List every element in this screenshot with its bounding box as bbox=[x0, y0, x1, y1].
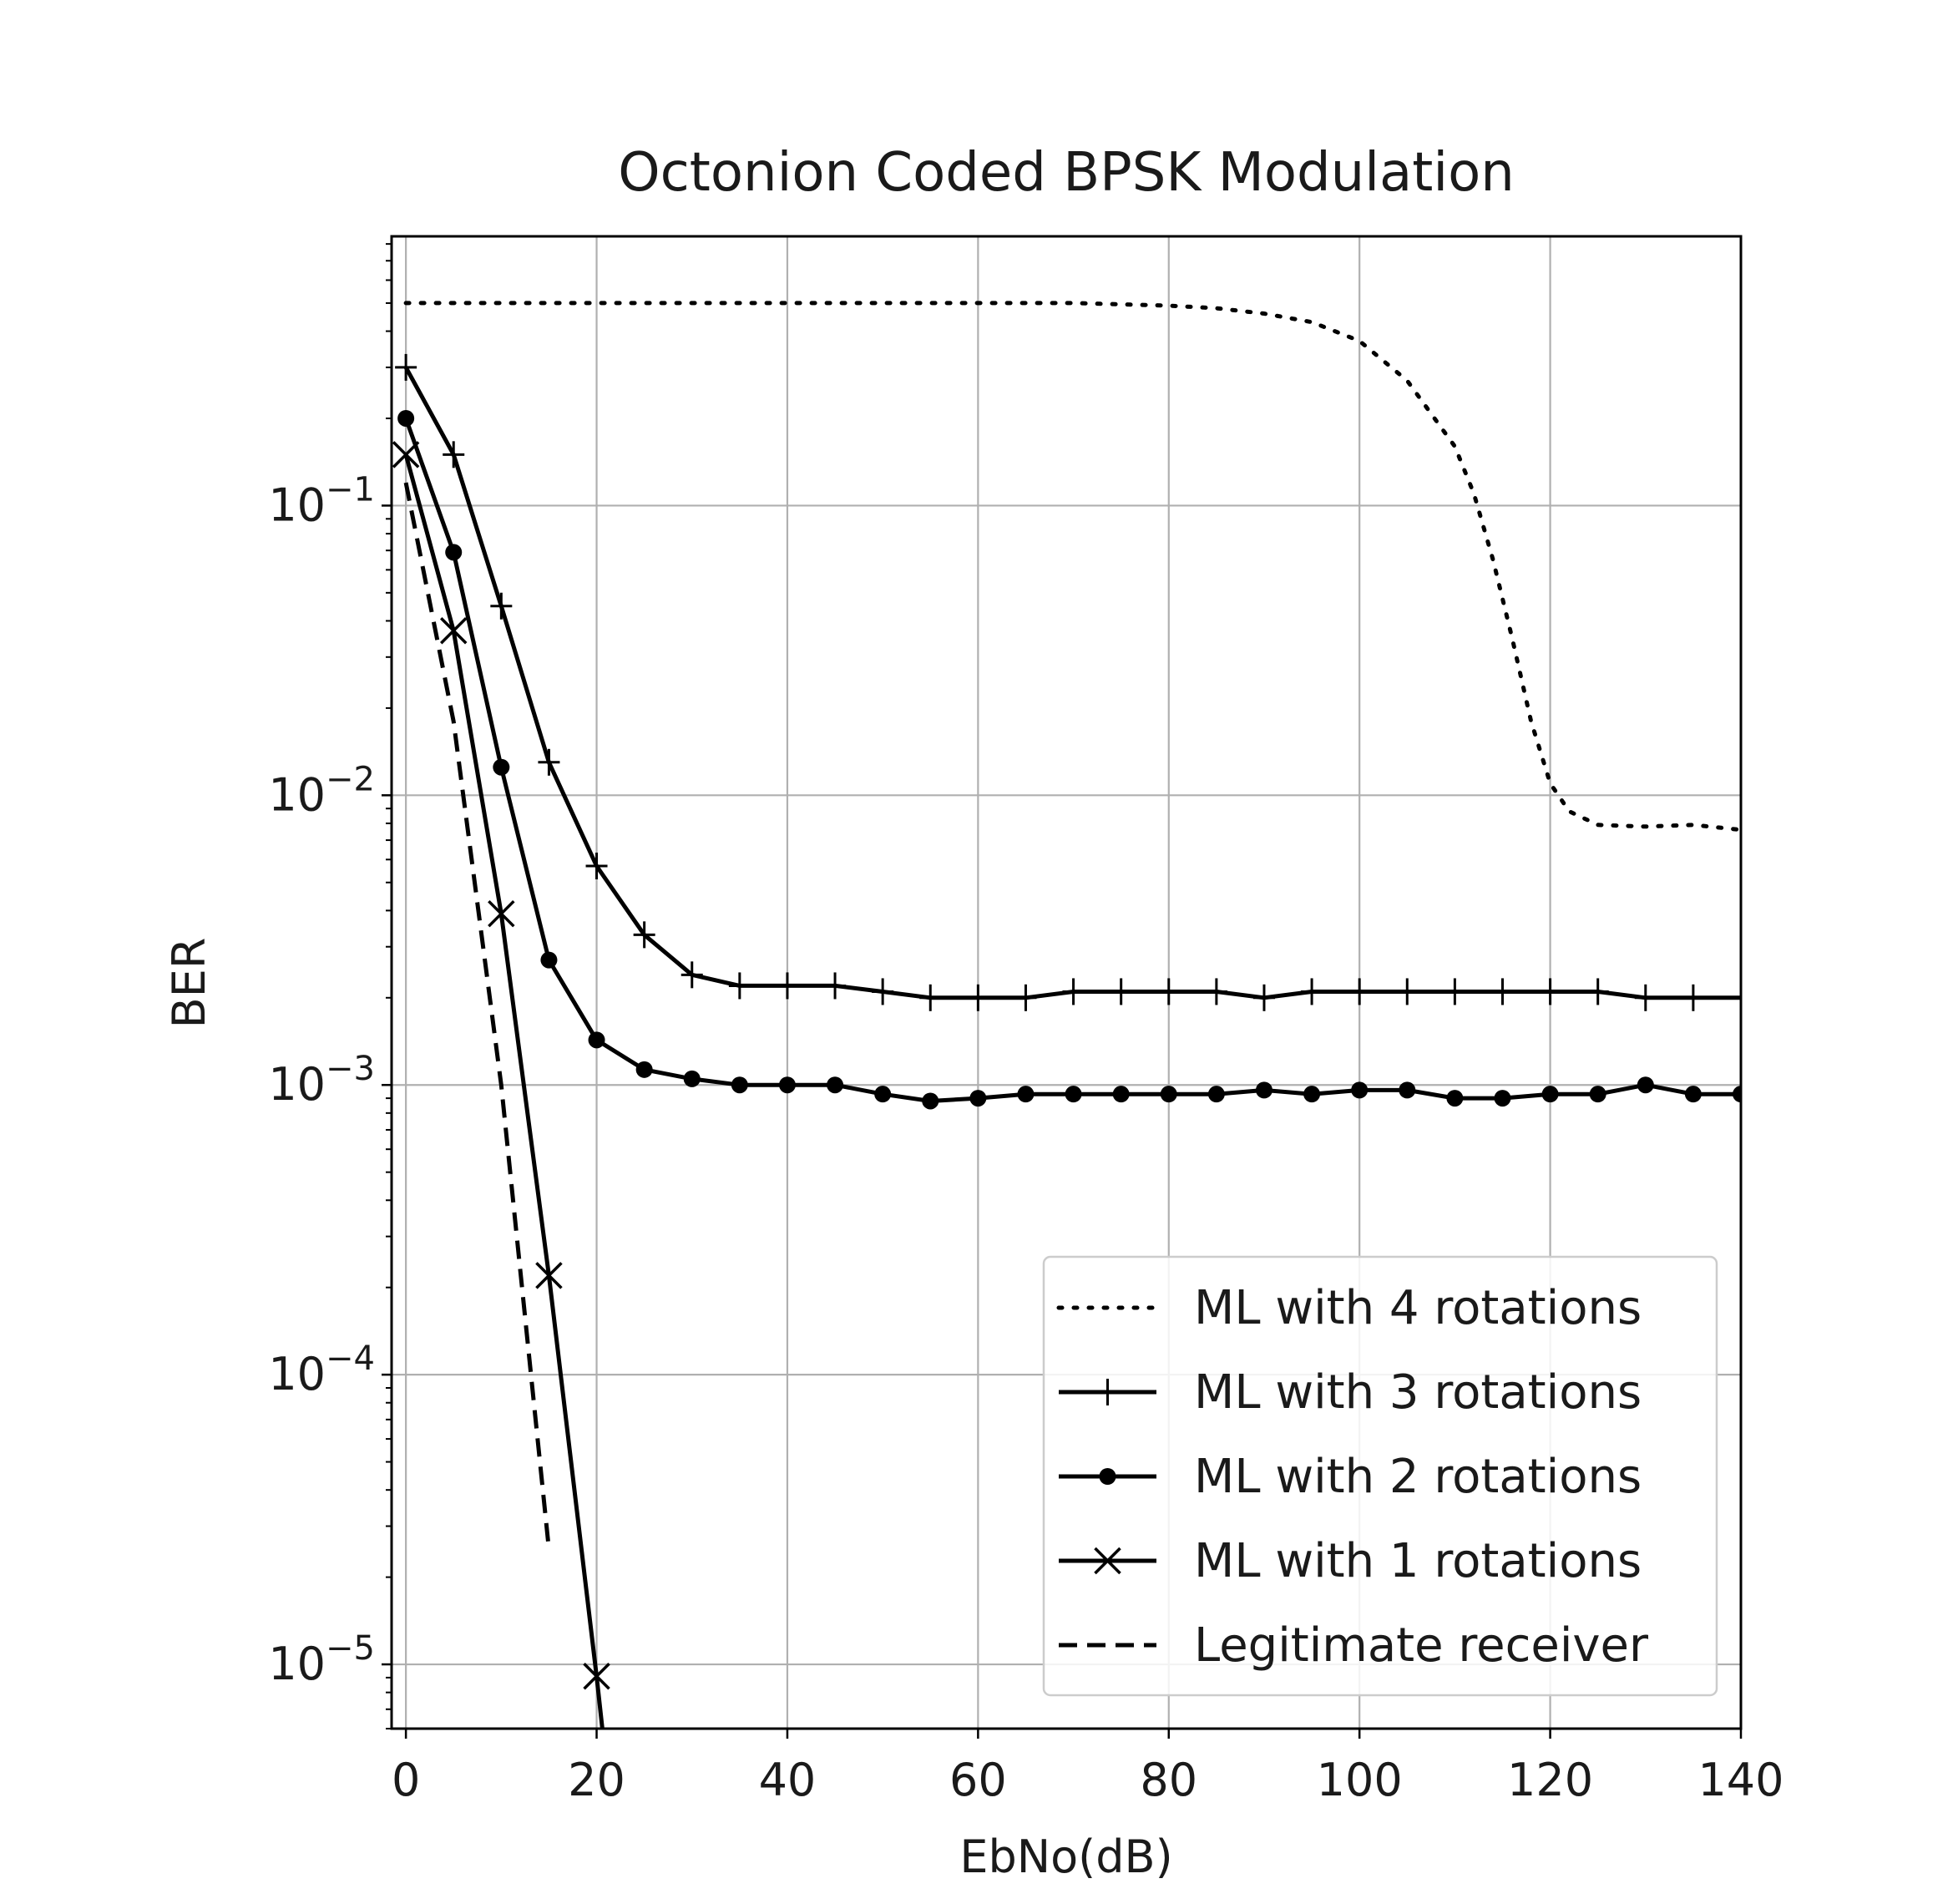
data-point bbox=[683, 1070, 701, 1087]
legend-entry: Legitimate receiver bbox=[1059, 1618, 1649, 1673]
legend-entry: ML with 1 rotations bbox=[1059, 1534, 1642, 1588]
data-point bbox=[1065, 1086, 1082, 1103]
legend-label: ML with 1 rotations bbox=[1194, 1534, 1642, 1588]
data-point bbox=[397, 409, 415, 427]
y-axis-label: BER bbox=[163, 938, 215, 1029]
data-point bbox=[1446, 1090, 1464, 1107]
data-point bbox=[583, 1663, 610, 1690]
x-axis-label: EbNo(dB) bbox=[959, 1831, 1172, 1883]
y-axis: 10−1 10−2 10−3 10−4 10−5 bbox=[268, 470, 392, 1690]
x-tick-label: 80 bbox=[1140, 1754, 1197, 1806]
data-point bbox=[1303, 1086, 1321, 1103]
series-5 bbox=[403, 482, 551, 1550]
data-point bbox=[1351, 1081, 1369, 1099]
x-tick-label: 100 bbox=[1317, 1754, 1403, 1806]
legend-marker bbox=[1099, 1468, 1116, 1485]
series-line bbox=[403, 482, 551, 1550]
data-point bbox=[588, 1031, 605, 1049]
plot-area-frame bbox=[390, 235, 1743, 1730]
x-tick-label: 60 bbox=[949, 1754, 1007, 1806]
data-point bbox=[922, 1092, 939, 1110]
data-point bbox=[392, 441, 420, 468]
legend-marker bbox=[1094, 1547, 1121, 1575]
data-point bbox=[488, 899, 515, 928]
series-2 bbox=[395, 353, 1741, 1011]
data-point bbox=[439, 616, 468, 645]
data-point bbox=[1589, 1086, 1606, 1103]
data-point bbox=[1684, 1086, 1702, 1103]
data-point bbox=[493, 758, 510, 776]
y-tick-label: 10−1 bbox=[268, 470, 375, 531]
data-point bbox=[1255, 1081, 1272, 1099]
y-tick-label: 10−2 bbox=[268, 760, 375, 821]
legend-entry: ML with 4 rotations bbox=[1056, 1281, 1642, 1335]
x-axis: 0 20 40 60 80 100 120 140 bbox=[392, 1729, 1784, 1806]
data-point bbox=[1637, 1076, 1654, 1094]
chart-title: Octonion Coded BPSK Modulation bbox=[618, 142, 1515, 204]
data-point bbox=[778, 1076, 796, 1094]
legend-label: ML with 4 rotations bbox=[1194, 1281, 1642, 1335]
data-point bbox=[1017, 1086, 1035, 1103]
series-4 bbox=[392, 441, 610, 1729]
data-point bbox=[827, 1076, 844, 1094]
data-point bbox=[874, 1086, 892, 1103]
series-3 bbox=[397, 409, 1741, 1110]
data-point bbox=[1541, 1086, 1559, 1103]
data-point bbox=[969, 1090, 987, 1107]
series-layer bbox=[392, 301, 1741, 1729]
series-1 bbox=[403, 301, 1741, 833]
y-tick-label: 10−3 bbox=[268, 1050, 375, 1111]
legend: ML with 4 rotations ML with 3 rotations ML… bbox=[1042, 1255, 1718, 1697]
x-tick-label: 140 bbox=[1697, 1754, 1783, 1806]
data-point bbox=[540, 951, 558, 969]
legend-entry: ML with 3 rotations bbox=[1059, 1365, 1642, 1420]
series-line bbox=[403, 301, 1741, 833]
y-tick-label: 10−5 bbox=[268, 1629, 375, 1690]
data-point bbox=[635, 1061, 653, 1078]
legend-entry: ML with 2 rotations bbox=[1059, 1450, 1642, 1504]
data-point bbox=[1207, 1086, 1225, 1103]
x-tick-label: 0 bbox=[392, 1754, 420, 1806]
data-point bbox=[731, 1076, 748, 1094]
legend-label: Legitimate receiver bbox=[1194, 1618, 1649, 1673]
legend-box bbox=[1042, 1255, 1718, 1697]
data-point bbox=[1733, 1086, 1741, 1103]
legend-label: ML with 3 rotations bbox=[1194, 1365, 1642, 1420]
x-tick-label: 120 bbox=[1507, 1754, 1593, 1806]
data-point bbox=[1494, 1090, 1511, 1107]
data-point bbox=[535, 1262, 563, 1289]
data-point bbox=[1112, 1086, 1130, 1103]
data-point bbox=[445, 544, 463, 561]
legend-label: ML with 2 rotations bbox=[1194, 1450, 1642, 1504]
y-tick-label: 10−4 bbox=[268, 1339, 375, 1400]
series-line bbox=[403, 453, 605, 1729]
x-tick-label: 40 bbox=[759, 1754, 817, 1806]
data-point bbox=[1160, 1086, 1177, 1103]
x-tick-label: 20 bbox=[568, 1754, 625, 1806]
data-point bbox=[1399, 1081, 1416, 1099]
